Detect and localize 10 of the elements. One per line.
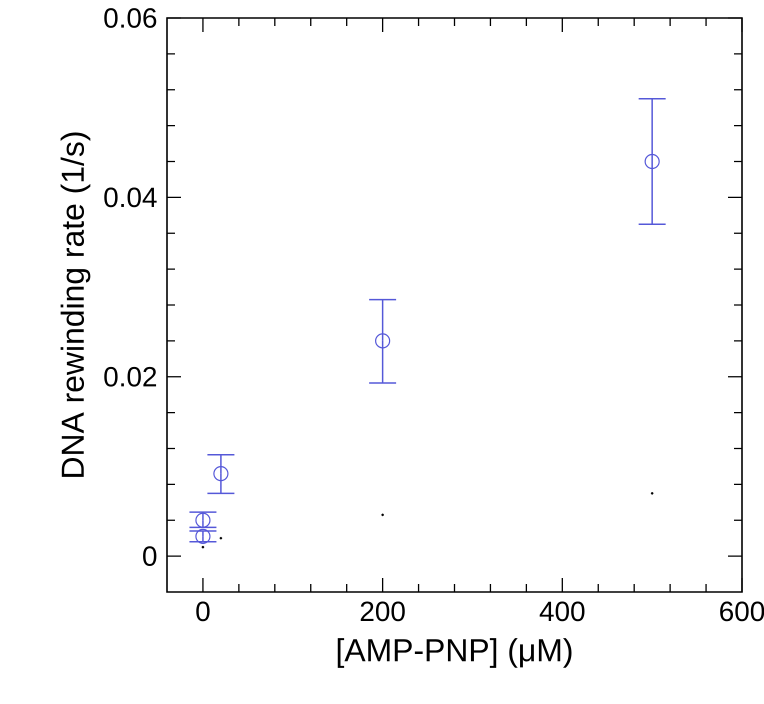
x-tick-label: 200 — [360, 602, 405, 622]
x-tick-label: 0 — [196, 602, 210, 622]
y-tick-label: 0 — [143, 546, 156, 566]
y-tick-label: 0.06 — [104, 8, 156, 28]
y-axis-title: DNA rewinding rate (1/s) — [60, 132, 90, 477]
y-tick-label: 0.02 — [104, 366, 156, 387]
x-tick-label: 400 — [540, 602, 584, 622]
x-axis-title: [AMP-PNP] (μM) — [338, 638, 572, 668]
y-tick-label: 0.04 — [104, 188, 157, 208]
x-tick-label: 600 — [720, 602, 764, 622]
